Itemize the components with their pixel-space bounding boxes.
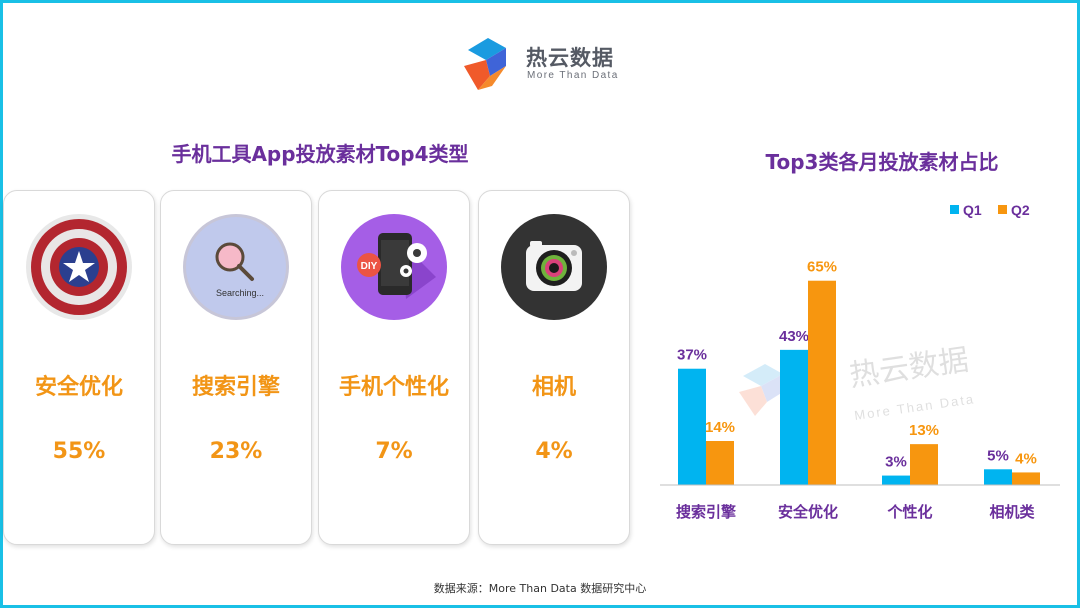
bar-q1-4 — [984, 469, 1012, 485]
brand-logo: 热云数据 More Than Data — [462, 36, 632, 92]
card-value: 23% — [209, 439, 263, 464]
logo-subtitle: More Than Data — [527, 70, 619, 81]
category-label-2: 安全优化 — [778, 503, 838, 521]
phone-diy-icon: DIY — [341, 214, 447, 320]
diy-label: DIY — [361, 261, 378, 272]
data-label-q1-3: 3% — [885, 454, 907, 471]
watermark: 热云数据 More Than Data — [739, 343, 976, 423]
card-value: 4% — [535, 439, 573, 464]
shield-icon — [26, 214, 132, 320]
watermark-subtitle: More Than Data — [853, 391, 976, 423]
bar-q1-1 — [678, 368, 706, 485]
magnifier-icon: Searching... — [183, 214, 289, 320]
bar-q2-2 — [808, 280, 836, 485]
data-source-note: 数据来源：More Than Data 数据研究中心 — [433, 582, 647, 595]
category-label-4: 相机类 — [989, 503, 1035, 521]
bar-q1-2 — [780, 349, 808, 485]
category-card-security: 安全优化 55% — [3, 190, 155, 545]
category-card-personalization: DIY 手机个性化 7% — [318, 190, 470, 545]
camera-icon — [501, 214, 607, 320]
chart-legend: Q1 Q2 — [950, 202, 1030, 218]
logo-title: 热云数据 — [526, 46, 614, 70]
search-icon-text: Searching... — [216, 288, 264, 298]
legend-label-q2: Q2 — [1011, 202, 1030, 218]
bar-q2-4 — [1012, 472, 1040, 485]
bar-q2-3 — [910, 444, 938, 485]
logo-mark-icon — [464, 38, 506, 90]
card-value: 55% — [52, 439, 106, 464]
card-name: 搜索引擎 — [191, 375, 280, 400]
bar-chart: 热云数据 More Than Data Q1 Q2 37% 14% 搜索引擎 43% 6… — [660, 202, 1060, 521]
card-name: 手机个性化 — [338, 375, 449, 400]
legend-swatch-q2 — [998, 205, 1007, 214]
card-name: 相机 — [531, 375, 576, 400]
data-label-q2-2: 65% — [807, 259, 837, 276]
data-label-q2-4: 4% — [1015, 450, 1037, 467]
data-label-q1-4: 5% — [987, 447, 1009, 464]
bar-q1-3 — [882, 475, 910, 485]
category-card-camera: 相机 4% — [478, 190, 630, 545]
chart-bars: 37% 14% 搜索引擎 43% 65% 安全优化 3%13% 个性化 5% 4% 相机类 — [676, 259, 1040, 521]
legend-swatch-q1 — [950, 205, 959, 214]
data-label-q1-2: 43% — [779, 328, 809, 345]
category-label-1: 搜索引擎 — [676, 503, 736, 521]
category-label-3: 个性化 — [886, 503, 932, 521]
legend-label-q1: Q1 — [963, 202, 982, 218]
bar-q2-1 — [706, 441, 734, 485]
chart-title: Top3类各月投放素材占比 — [765, 150, 999, 174]
card-name: 安全优化 — [34, 375, 123, 400]
left-section-title: 手机工具App投放素材Top4类型 — [171, 142, 469, 166]
category-card-search: Searching... 搜索引擎 23% — [160, 190, 312, 545]
data-label-q1-1: 37% — [677, 347, 707, 364]
watermark-title: 热云数据 — [847, 343, 971, 394]
data-label-q2-1: 14% — [705, 419, 735, 436]
card-value: 7% — [375, 439, 413, 464]
data-label-q2-3: 13% — [909, 422, 939, 439]
